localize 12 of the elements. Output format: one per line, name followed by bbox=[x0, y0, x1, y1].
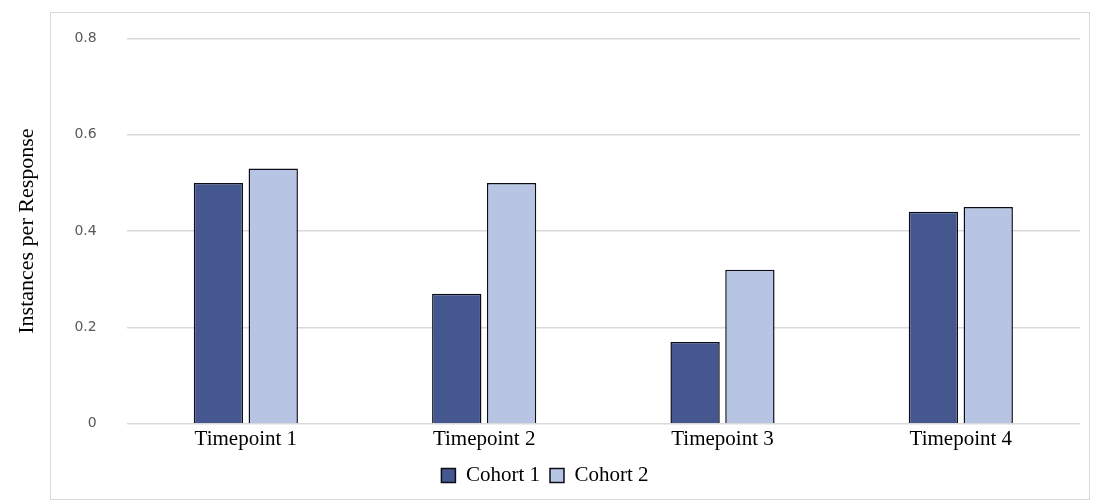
y-tick-label: 0.8 bbox=[74, 29, 97, 46]
x-tick-label: Timepoint 1 bbox=[194, 425, 298, 450]
x-tick-label: Timepoint 2 bbox=[432, 425, 536, 450]
y-tick-label: 0.2 bbox=[74, 318, 97, 335]
x-tick-label: Timepoint 4 bbox=[909, 425, 1013, 450]
legend-label: Cohort 1 bbox=[465, 462, 541, 487]
y-tick-label: 0.6 bbox=[74, 125, 97, 142]
y-tick-label: 0 bbox=[87, 414, 97, 431]
y-axis-title: Instances per Response bbox=[12, 128, 38, 334]
x-tick-label: Timepoint 3 bbox=[671, 425, 774, 450]
legend-label: Cohort 2 bbox=[574, 462, 649, 487]
y-tick-label: 0.4 bbox=[74, 221, 97, 238]
